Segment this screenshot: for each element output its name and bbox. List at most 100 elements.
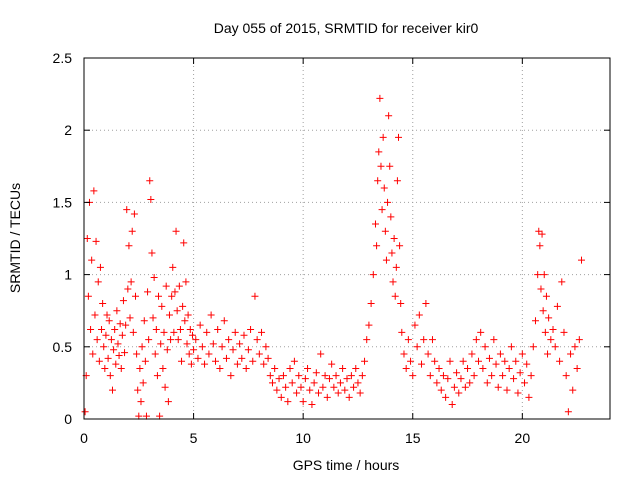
- data-point: [488, 372, 496, 380]
- data-point: [415, 311, 423, 319]
- data-point: [512, 357, 520, 365]
- data-point: [384, 198, 392, 206]
- data-point: [100, 343, 108, 351]
- data-point: [400, 350, 408, 358]
- data-point: [328, 360, 336, 368]
- data-point: [525, 393, 533, 401]
- data-point: [472, 336, 480, 344]
- data-point: [453, 369, 461, 377]
- data-point: [129, 328, 137, 336]
- data-point: [185, 350, 193, 358]
- data-point: [547, 336, 555, 344]
- data-point: [375, 148, 383, 156]
- data-point: [107, 336, 115, 344]
- data-point: [161, 383, 169, 391]
- data-point: [396, 242, 404, 250]
- data-point: [393, 177, 401, 185]
- data-point: [187, 360, 195, 368]
- data-point: [186, 325, 194, 333]
- data-point: [459, 357, 467, 365]
- grid-lines: [84, 58, 610, 419]
- data-point: [128, 227, 136, 235]
- data-point: [89, 350, 97, 358]
- data-point: [534, 271, 542, 279]
- axis-ticks: 0 5 10 15 20 0 0.5 1 1.5 2 2.5: [53, 50, 610, 446]
- data-point: [153, 372, 161, 380]
- data-point: [549, 325, 557, 333]
- data-point: [336, 379, 344, 387]
- x-tick-label: 10: [295, 430, 311, 446]
- data-point: [386, 162, 394, 170]
- data-point: [262, 343, 270, 351]
- data-point: [358, 372, 366, 380]
- data-point: [104, 354, 112, 362]
- data-point: [354, 379, 362, 387]
- data-point: [106, 372, 114, 380]
- data-point: [110, 346, 118, 354]
- data-point: [136, 364, 144, 372]
- data-point: [367, 299, 375, 307]
- data-point: [308, 401, 316, 409]
- data-point: [389, 278, 397, 286]
- data-point: [214, 325, 222, 333]
- data-point: [466, 379, 474, 387]
- data-point: [485, 354, 493, 362]
- data-point: [470, 372, 478, 380]
- data-point: [180, 239, 188, 247]
- data-point: [222, 354, 230, 362]
- data-point: [286, 364, 294, 372]
- data-point: [435, 364, 443, 372]
- y-tick-label: 2: [64, 122, 72, 138]
- data-point: [371, 220, 379, 228]
- x-axis-label: GPS time / hours: [293, 457, 400, 473]
- data-point: [464, 364, 472, 372]
- data-point: [439, 372, 447, 380]
- data-point: [501, 357, 509, 365]
- data-point: [424, 350, 432, 358]
- data-point: [149, 314, 157, 322]
- data-point: [258, 328, 266, 336]
- data-point: [121, 349, 129, 357]
- data-point: [165, 311, 173, 319]
- data-point: [212, 357, 219, 365]
- data-point: [507, 343, 515, 351]
- data-point: [273, 386, 281, 394]
- data-point: [444, 375, 452, 383]
- data-point: [91, 311, 99, 319]
- data-point: [127, 278, 135, 286]
- data-point: [98, 325, 106, 333]
- data-point: [411, 321, 419, 329]
- data-point: [87, 325, 95, 333]
- data-point: [556, 357, 564, 365]
- data-point: [92, 237, 100, 245]
- data-point: [541, 328, 549, 336]
- data-point: [174, 336, 182, 344]
- data-point: [418, 360, 426, 368]
- data-point: [112, 360, 120, 368]
- data-point: [96, 263, 104, 271]
- data-point: [137, 398, 145, 406]
- data-point: [350, 383, 358, 391]
- data-point: [158, 302, 166, 310]
- data-point: [93, 336, 101, 344]
- data-point: [448, 401, 456, 409]
- data-point: [152, 325, 160, 333]
- data-point: [514, 389, 522, 397]
- data-point: [113, 307, 121, 315]
- data-point: [542, 292, 550, 300]
- data-point: [83, 235, 91, 242]
- data-point: [184, 311, 192, 319]
- data-points: [81, 94, 586, 420]
- data-point: [125, 242, 133, 250]
- data-point: [150, 273, 158, 281]
- data-point: [178, 357, 186, 365]
- data-point: [159, 364, 167, 372]
- data-point: [84, 292, 92, 300]
- y-tick-label: 0: [64, 411, 72, 427]
- data-point: [264, 354, 272, 362]
- data-point: [575, 336, 583, 344]
- data-point: [352, 364, 360, 372]
- data-point: [111, 325, 119, 333]
- data-point: [369, 271, 377, 279]
